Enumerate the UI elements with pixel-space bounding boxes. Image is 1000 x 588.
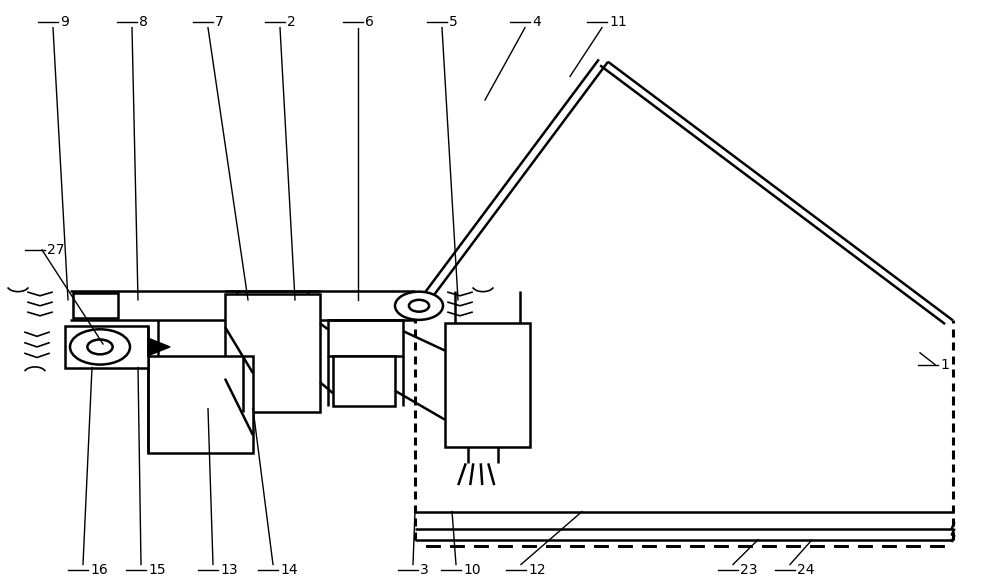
Bar [328,320,403,356]
Text: 23: 23 [740,563,758,577]
Text: 2: 2 [287,15,296,29]
Text: 5: 5 [449,15,458,29]
Bar [148,356,253,453]
Text: 1: 1 [940,358,949,372]
Text: 3: 3 [420,563,429,577]
Bar [333,356,395,406]
Text: 14: 14 [280,563,298,577]
Text: 13: 13 [220,563,238,577]
Bar [225,294,320,412]
Text: 9: 9 [60,15,69,29]
Text: 7: 7 [215,15,224,29]
Text: 15: 15 [148,563,166,577]
Circle shape [395,292,443,320]
Text: 12: 12 [528,563,546,577]
Text: 27: 27 [47,243,64,257]
Text: 6: 6 [365,15,374,29]
Text: 4: 4 [532,15,541,29]
Text: 11: 11 [609,15,627,29]
Text: 24: 24 [797,563,814,577]
Text: 10: 10 [463,563,481,577]
Text: 16: 16 [90,563,108,577]
Bar [445,323,530,447]
Text: 8: 8 [139,15,148,29]
Bar [65,326,148,368]
Circle shape [70,329,130,365]
Bar [73,293,118,318]
Polygon shape [148,338,170,356]
